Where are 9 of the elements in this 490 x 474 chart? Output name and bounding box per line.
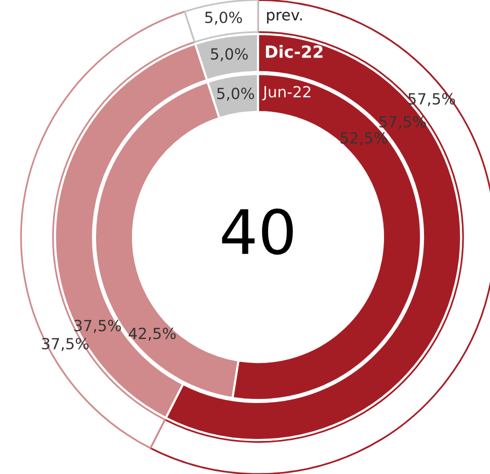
data-label: 52,5% [340,132,388,146]
data-label: 5,0% [205,12,242,25]
slice-label: Jun-22 [262,86,310,100]
data-label: 5,0% [210,48,248,62]
data-label: 42,5% [128,328,176,341]
text: 40 [222,208,293,255]
slice-label: Dic-22 [266,45,323,58]
data-label: 5,0% [217,88,254,101]
slice-label: prev. [267,12,302,24]
